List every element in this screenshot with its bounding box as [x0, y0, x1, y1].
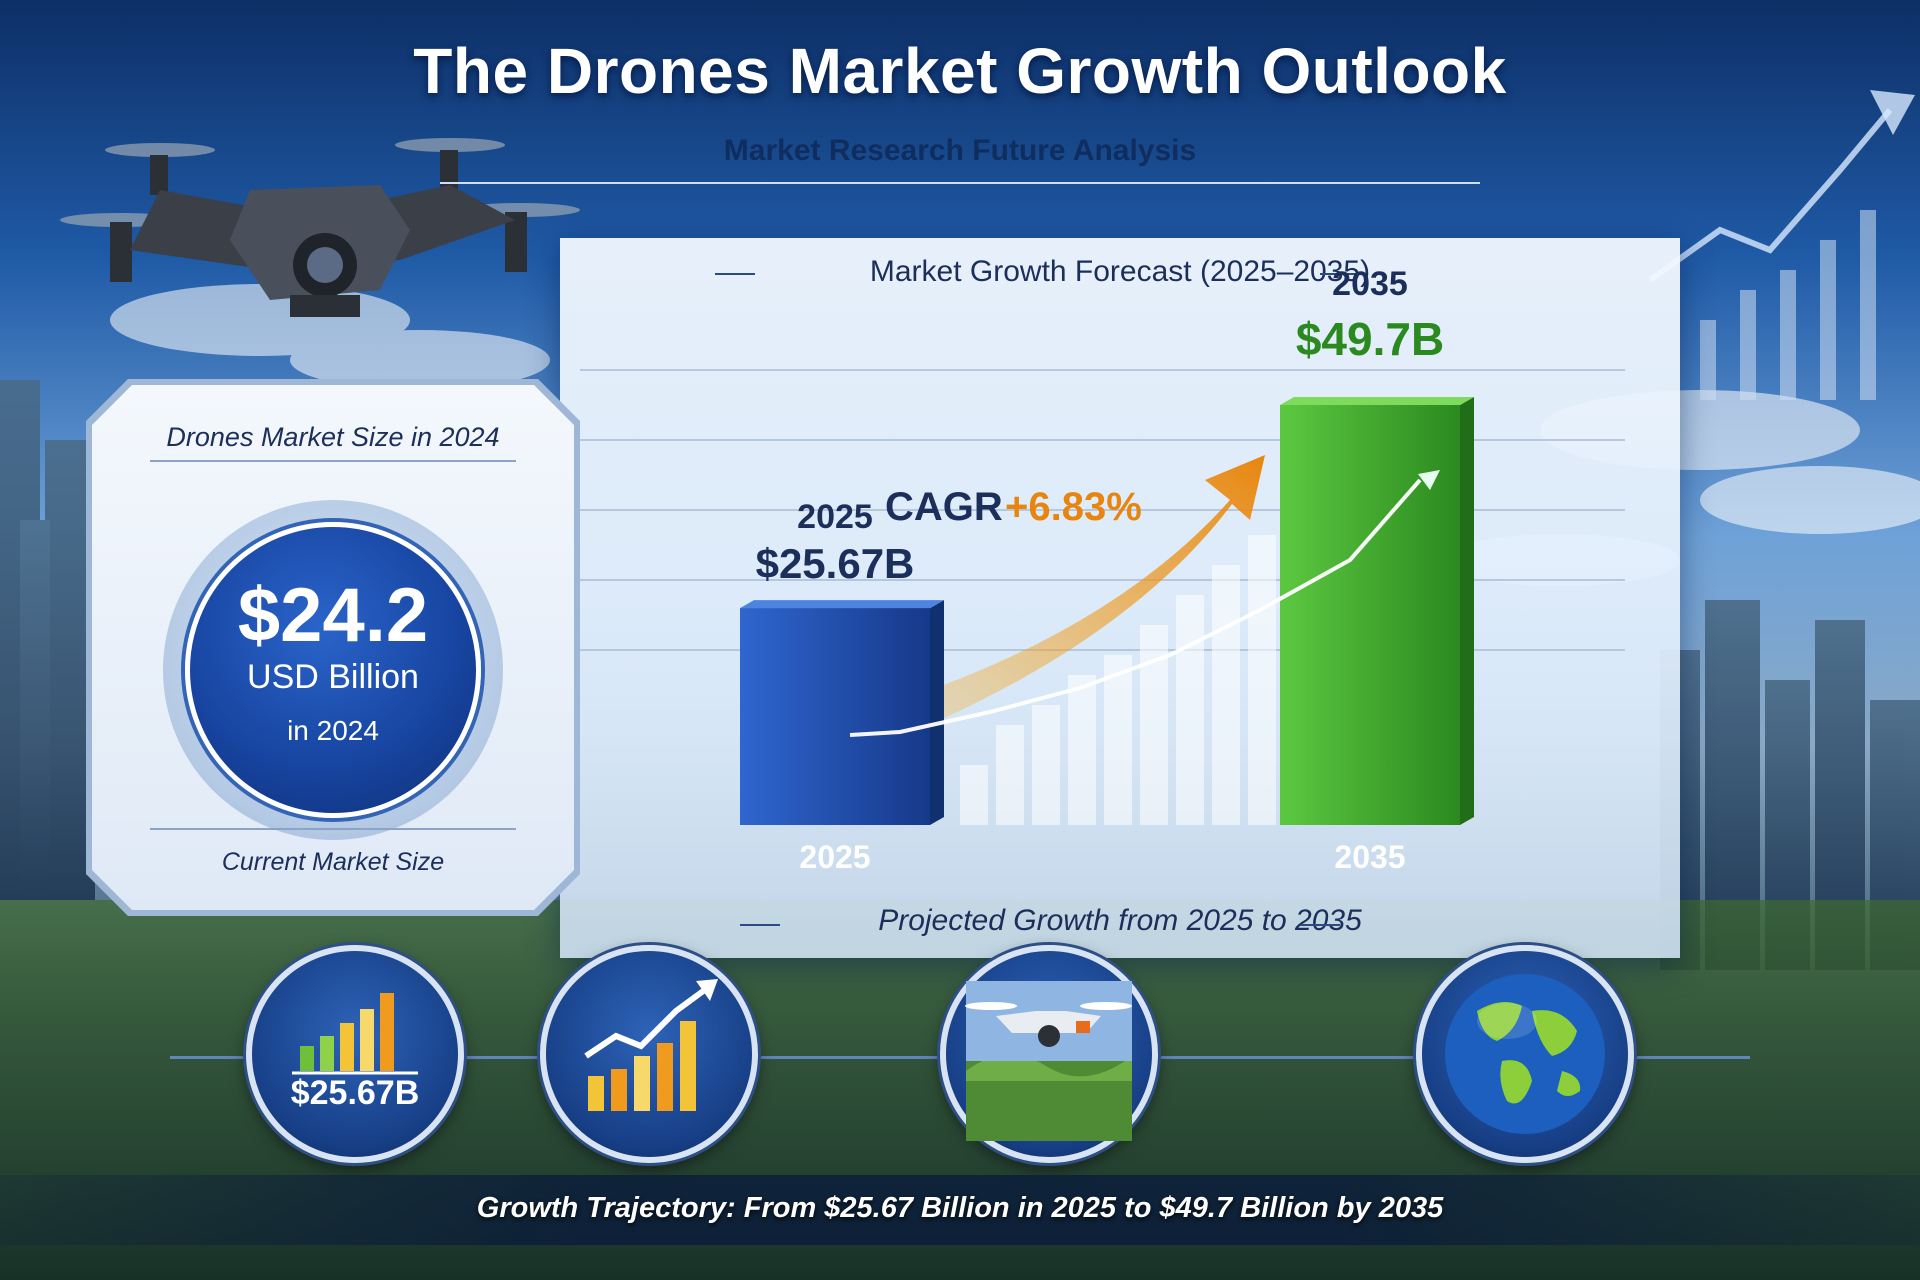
bottom-badge-drone: [940, 945, 1158, 1163]
bottom-badge-globe: [1416, 945, 1634, 1163]
market-size-badge: [185, 522, 481, 818]
right-trend-bars: [1700, 210, 1876, 400]
market-size-unit: USD Billion: [247, 658, 419, 696]
growth-chart-icon: [584, 979, 718, 1111]
right-trend-arrow: [1648, 90, 1915, 283]
globe-icon: [1445, 974, 1605, 1134]
cagr-value: +6.83%: [1005, 485, 1142, 529]
bar-value-label: $49.7B: [1296, 313, 1444, 365]
bottom-badge-growth-chart: [540, 945, 758, 1163]
page-subtitle: Market Research Future Analysis: [723, 134, 1197, 167]
bar-2035: [1280, 405, 1460, 825]
trend-line: [849, 478, 1422, 737]
bar-top: [1280, 397, 1474, 405]
background-bar: [1032, 705, 1060, 825]
bar-year-label: 2035: [1332, 265, 1408, 303]
market-size-value: $24.2: [237, 573, 429, 658]
bar-chart-icon: [292, 993, 418, 1075]
market-size-footer: Current Market Size: [221, 848, 445, 876]
bar-year-label: 2025: [797, 498, 873, 536]
drone-landscape-icon: [965, 981, 1132, 1141]
chart-background-bars: [960, 535, 1276, 825]
bar-value-label: $25.67B: [756, 540, 915, 587]
forecast-footer: Projected Growth from 2025 to 2035: [878, 904, 1362, 937]
card-footer-rule: [150, 828, 516, 830]
background-bar: [1140, 625, 1168, 825]
bar-labels: 2025 2025 $25.67B 2035 2035 $49.7B: [756, 265, 1445, 875]
bar-category-label: 2025: [799, 839, 870, 875]
heading-rule-right: [1320, 273, 1360, 275]
subtitle-divider: [440, 182, 1480, 184]
market-size-heading: Drones Market Size in 2024: [166, 422, 500, 452]
footer-rule-left: [740, 924, 780, 926]
cagr-label: CAGR: [885, 485, 1003, 529]
market-size-year: in 2024: [287, 715, 379, 746]
bottom-badge-bar-chart: [246, 945, 464, 1163]
background-bar: [996, 725, 1024, 825]
forecast-heading: Market Growth Forecast (2025–2035): [869, 255, 1371, 288]
background-bar: [960, 765, 988, 825]
background-bar: [1212, 565, 1240, 825]
background-bar: [1176, 595, 1204, 825]
drone-illustration: [60, 138, 580, 317]
background-bar: [1068, 675, 1096, 825]
footer-rule-right: [1300, 924, 1340, 926]
bar-2025: [740, 608, 930, 825]
bar-top: [740, 600, 944, 609]
background-bar: [1248, 535, 1276, 825]
growth-caption: Growth Trajectory: From $25.67 Billion i…: [476, 1192, 1444, 1224]
cagr-arrow: [930, 455, 1265, 720]
bar-category-label: 2035: [1334, 839, 1405, 875]
page-title: The Drones Market Growth Outlook: [413, 35, 1507, 107]
caption-band: [0, 1175, 1920, 1245]
bar-side: [1460, 397, 1474, 825]
background-bar: [1104, 655, 1132, 825]
trend-line-arrowhead: [1418, 470, 1440, 490]
bar-side: [930, 600, 944, 825]
card-heading-rule: [150, 460, 516, 462]
bottom-badge-value: $25.67B: [290, 1074, 420, 1112]
heading-rule-left: [715, 273, 755, 275]
